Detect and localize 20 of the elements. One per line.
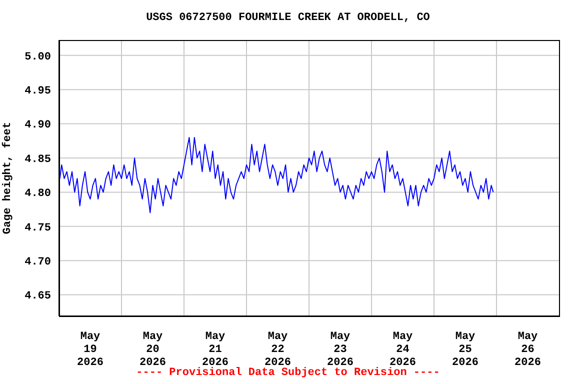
y-tick-label: 4.80 bbox=[24, 188, 51, 200]
y-tick-label: 4.70 bbox=[24, 256, 51, 268]
y-tick-label: 4.90 bbox=[24, 120, 51, 132]
line-series bbox=[59, 136, 494, 214]
y-tick-label: 4.65 bbox=[24, 290, 52, 303]
y-tick-label: 4.95 bbox=[24, 85, 52, 98]
x-tick-label: May 21 2026 bbox=[202, 331, 228, 369]
x-tick-label: May 19 2026 bbox=[77, 331, 104, 369]
x-tick-label: May 20 2026 bbox=[140, 331, 166, 369]
y-tick-label: 5.00 bbox=[24, 51, 51, 64]
x-tick-label: May 26 2026 bbox=[514, 331, 541, 369]
x-tick-label: May 24 2026 bbox=[390, 331, 416, 369]
x-tick-label: May 22 2026 bbox=[264, 331, 291, 369]
y-tick-label: 4.85 bbox=[24, 154, 52, 166]
y-tick-label: 4.75 bbox=[24, 222, 52, 234]
x-tick-label: May 25 2026 bbox=[452, 331, 478, 369]
chart-title: USGS 06727500 FOURMILE CREEK AT ORODELL, CO bbox=[145, 12, 431, 24]
y-axis-title: Gage height, feet bbox=[0, 122, 14, 234]
x-tick-label: May 23 2026 bbox=[327, 331, 354, 369]
text: ---- Provisional Data Subject to Revision ---- bbox=[136, 367, 440, 379]
